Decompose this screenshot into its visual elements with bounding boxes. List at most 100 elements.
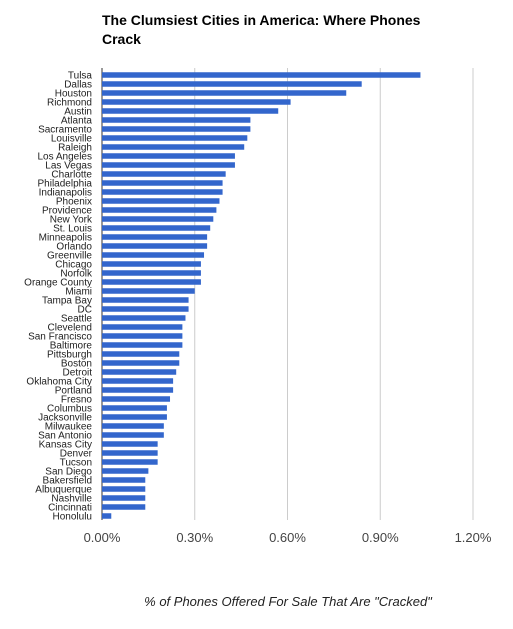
bar: [102, 369, 177, 375]
category-label: Houston: [55, 89, 92, 100]
bar: [102, 72, 421, 78]
category-label: St. Louis: [53, 224, 92, 235]
bar: [102, 333, 183, 339]
bar: [102, 306, 189, 312]
category-label: Bakersfield: [43, 476, 92, 487]
category-label: Honolulu: [53, 512, 92, 523]
category-label: San Antonio: [38, 431, 92, 442]
category-label: Jacksonville: [38, 413, 92, 424]
bar: [102, 171, 226, 177]
bar: [102, 387, 174, 393]
bars: [102, 72, 421, 519]
category-label: Richmond: [47, 98, 92, 109]
category-label: Dallas: [64, 80, 92, 91]
category-label: Columbus: [47, 404, 92, 415]
category-label: Austin: [64, 107, 92, 118]
category-label: Baltimore: [50, 341, 93, 352]
category-label: Orlando: [56, 242, 92, 253]
bar: [102, 351, 180, 357]
category-label: San Diego: [45, 467, 92, 478]
bar: [102, 297, 189, 303]
bar: [102, 234, 208, 240]
bar: [102, 135, 248, 141]
bar: [102, 99, 291, 105]
category-labels: TulsaDallasHoustonRichmondAustinAtlantaS…: [24, 71, 93, 523]
category-label: Fresno: [61, 395, 93, 406]
x-tick-label: 0.60%: [269, 530, 306, 545]
x-tick-label: 0.90%: [362, 530, 399, 545]
category-label: Charlotte: [51, 170, 92, 181]
bar: [102, 441, 158, 447]
bar: [102, 153, 235, 159]
category-label: Miami: [65, 287, 92, 298]
bar: [102, 261, 201, 267]
bar: [102, 486, 146, 492]
category-label: DC: [78, 305, 92, 316]
category-label: Boston: [61, 359, 92, 370]
bar: [102, 477, 146, 483]
category-label: Seattle: [61, 314, 93, 325]
bar: [102, 405, 167, 411]
bar: [102, 252, 205, 258]
bar: [102, 180, 223, 186]
category-label: Phoenix: [56, 197, 92, 208]
category-label: Norfolk: [60, 269, 93, 280]
bar: [102, 504, 146, 510]
bar: [102, 360, 180, 366]
bar: [102, 207, 217, 213]
bar: [102, 162, 235, 168]
bar: [102, 378, 174, 384]
bar: [102, 198, 220, 204]
category-label: Albuquerque: [35, 485, 92, 496]
category-label: Tampa Bay: [42, 296, 92, 307]
bar: [102, 225, 211, 231]
category-label: Nashville: [51, 494, 92, 505]
x-tick-labels: 0.00% 0.30% 0.60% 0.90% 1.20%: [84, 530, 492, 545]
bar: [102, 315, 186, 321]
bar: [102, 324, 183, 330]
category-label: Pittsburgh: [47, 350, 92, 361]
bar: [102, 108, 279, 114]
bar: [102, 414, 167, 420]
gridlines: [101, 68, 474, 520]
category-label: Indianapolis: [39, 188, 92, 199]
category-label: Greenville: [47, 251, 92, 262]
x-axis-label: % of Phones Offered For Sale That Are "C…: [144, 594, 433, 609]
category-label: Los Angeles: [38, 152, 93, 163]
bar: [102, 81, 362, 87]
x-tick-label: 0.00%: [84, 530, 121, 545]
category-label: Louisville: [51, 134, 93, 145]
bar: [102, 126, 251, 132]
category-label: Portland: [55, 386, 92, 397]
bar: [102, 396, 171, 402]
category-label: Las Vegas: [45, 161, 92, 172]
category-label: Sacramento: [38, 125, 92, 136]
x-tick-label: 1.20%: [455, 530, 492, 545]
chart-title-line: Crack: [102, 31, 141, 47]
category-label: Chicago: [55, 260, 92, 271]
category-label: Detroit: [63, 368, 93, 379]
category-label: Philadelphia: [38, 179, 93, 190]
category-label: Tulsa: [68, 71, 93, 82]
category-label: Clevelend: [48, 323, 92, 334]
bar: [102, 279, 201, 285]
x-tick-label: 0.30%: [176, 530, 213, 545]
bar: [102, 459, 158, 465]
bar: [102, 432, 164, 438]
category-label: Tucson: [60, 458, 92, 469]
category-label: San Francisco: [28, 332, 92, 343]
bar: [102, 144, 245, 150]
category-label: Minneapolis: [39, 233, 92, 244]
bar: [102, 342, 183, 348]
category-label: Atlanta: [61, 116, 93, 127]
category-label: Oklahoma City: [26, 377, 92, 388]
bar: [102, 243, 208, 249]
bar: [102, 189, 223, 195]
bar: [102, 216, 214, 222]
category-label: Orange County: [24, 278, 92, 289]
bar: [102, 423, 164, 429]
bar: [102, 117, 251, 123]
bar: [102, 468, 149, 474]
category-label: Providence: [42, 206, 92, 217]
